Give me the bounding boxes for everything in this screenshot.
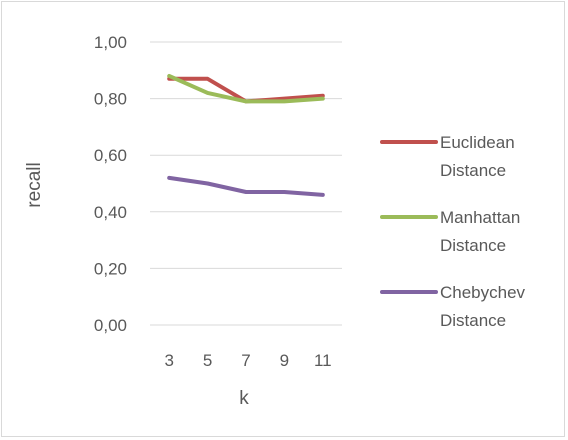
legend-label: Manhattan — [440, 208, 520, 227]
legend-label: Distance — [440, 161, 506, 180]
series-line-chebychev-distance — [167, 175, 325, 197]
series-lines — [167, 73, 325, 197]
y-tick-label: 1,00 — [94, 33, 127, 52]
gridlines — [150, 41, 342, 326]
legend-label: Distance — [440, 236, 506, 255]
y-tick-label: 0,40 — [94, 203, 127, 222]
series-line-manhattan-distance — [167, 73, 325, 104]
x-tick-label: 3 — [164, 351, 173, 370]
y-tick-label: 0,00 — [94, 316, 127, 335]
legend-label: Euclidean — [440, 133, 515, 152]
y-axis-title: recall — [24, 162, 45, 207]
x-axis-title: k — [239, 388, 249, 409]
y-tick-label: 0,80 — [94, 90, 127, 109]
legend-label: Distance — [440, 311, 506, 330]
x-tick-label: 7 — [241, 351, 250, 370]
legend: Euclidean Distance Manhattan Distance Chebyc… — [380, 133, 526, 330]
series-line-euclidean-distance — [167, 76, 325, 104]
y-tick-label: 0,20 — [94, 259, 127, 278]
x-tick-label: 9 — [280, 351, 289, 370]
y-tick-label: 0,60 — [94, 146, 127, 165]
legend-label: Chebychev — [440, 283, 526, 302]
x-axis-ticks: 3 5 7 9 11 — [164, 351, 331, 370]
x-tick-label: 11 — [314, 351, 332, 370]
y-axis-ticks: 0,00 0,20 0,40 0,60 0,80 1,00 — [94, 33, 127, 335]
x-tick-label: 5 — [203, 351, 212, 370]
